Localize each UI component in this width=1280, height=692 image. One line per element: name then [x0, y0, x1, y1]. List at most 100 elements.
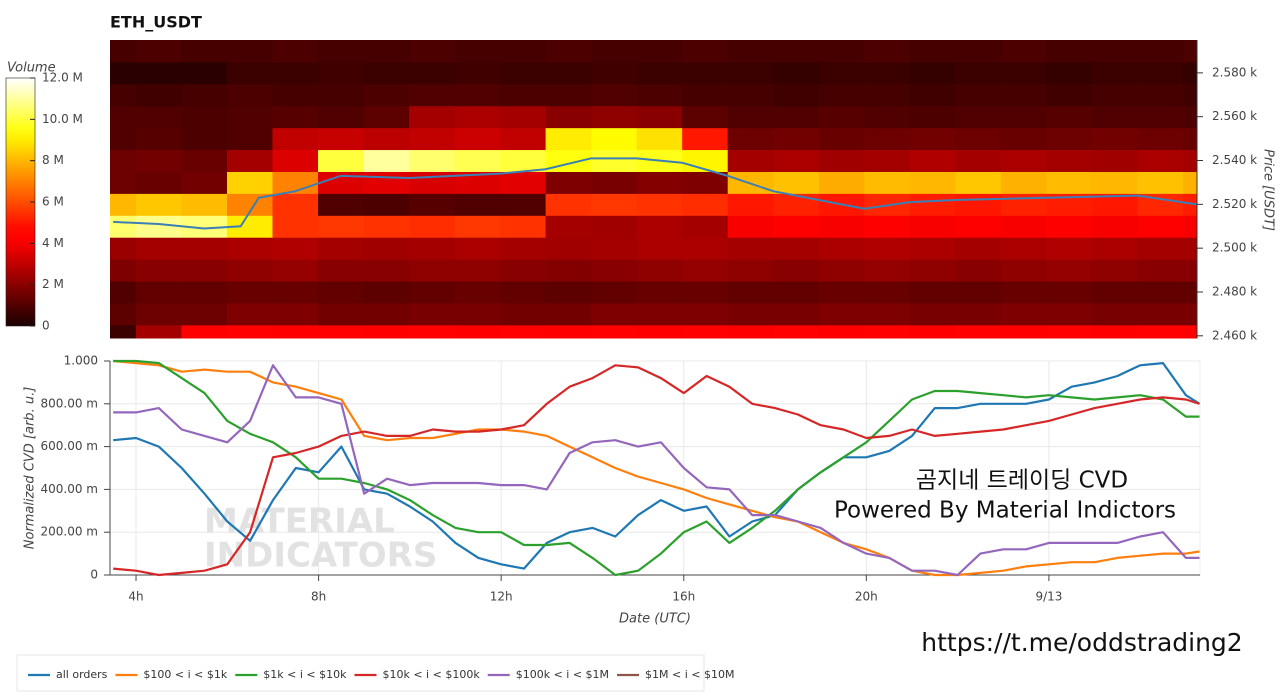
heatmap-cell	[1091, 193, 1138, 216]
heatmap-cell	[181, 61, 228, 85]
heatmap-cell	[1137, 40, 1184, 63]
heatmap-cell	[955, 40, 1002, 63]
heatmap-cell	[135, 61, 182, 85]
heatmap-cell	[181, 127, 228, 151]
heatmap-cell	[818, 40, 865, 63]
heatmap-cell	[955, 302, 1002, 326]
x-tick-label: 8h	[311, 590, 326, 604]
heatmap-cell	[909, 83, 956, 107]
heatmap-cell	[1137, 149, 1184, 172]
heatmap-cell	[591, 83, 638, 107]
heatmap-cell	[545, 281, 592, 304]
heatmap-cell	[545, 302, 592, 326]
heatmap-cell	[135, 171, 182, 194]
footer-link[interactable]: https://t.me/oddstrading2	[921, 628, 1242, 657]
heatmap-cell	[318, 193, 365, 216]
heatmap-cell	[1182, 193, 1198, 216]
heatmap-cell	[773, 302, 820, 326]
heatmap-cell	[1091, 149, 1138, 172]
heatmap-cell	[1182, 105, 1198, 129]
heatmap-cell	[1000, 171, 1047, 194]
heatmap-cell	[110, 83, 137, 107]
heatmap-cell	[226, 281, 274, 304]
heatmap-cell	[636, 171, 683, 194]
heatmap-cell	[1046, 259, 1093, 282]
heatmap-cell	[272, 193, 319, 216]
heatmap-cell	[363, 105, 410, 129]
heatmap-cell	[1000, 324, 1047, 339]
heatmap-cell	[909, 171, 956, 194]
series-line	[113, 364, 1200, 577]
x-tick-label: 4h	[128, 590, 143, 604]
heatmap-cell	[682, 61, 729, 85]
heatmap-cell	[500, 215, 547, 238]
heatmap-cell	[135, 281, 182, 304]
heatmap-cell	[318, 281, 365, 304]
heatmap-cell	[318, 149, 365, 172]
colorbar-tick-label: 12.0 M	[42, 71, 83, 85]
heatmap-cell	[1046, 237, 1093, 260]
heatmap-cell	[110, 237, 137, 260]
heatmap-cell	[864, 83, 911, 107]
price-line	[113, 157, 1197, 230]
heatmap-cell	[591, 193, 638, 216]
heatmap-cell	[226, 171, 274, 194]
heatmap-cell	[636, 237, 683, 260]
heatmap-cell	[110, 215, 137, 238]
y-tick-label: 600.00 m	[41, 439, 99, 453]
y-tick-label: 2.580 k	[1212, 65, 1257, 79]
heatmap-cell	[454, 61, 501, 85]
heatmap-cell	[545, 40, 592, 63]
annotation: Powered By Material Indictors	[834, 498, 1176, 524]
heatmap-cell	[591, 237, 638, 260]
heatmap-cell	[727, 149, 774, 172]
heatmap-cell	[1182, 281, 1198, 304]
heatmap-cell	[727, 193, 774, 216]
series-line	[113, 362, 1201, 570]
heatmap-cell	[1137, 171, 1184, 194]
heatmap-cell	[409, 171, 456, 194]
heatmap-cell	[135, 149, 182, 172]
heatmap-cell	[773, 105, 820, 129]
heatmap-cell	[636, 215, 683, 238]
heatmap-cell	[818, 215, 865, 238]
heatmap-cell	[363, 127, 410, 151]
heatmap-cell	[181, 237, 228, 260]
heatmap-cell	[110, 193, 137, 216]
heatmap-cell	[226, 259, 274, 282]
heatmap-cell	[1137, 215, 1184, 238]
heatmap-cell	[636, 83, 683, 107]
heatmap-cell	[454, 281, 501, 304]
heatmap-cell	[454, 149, 501, 172]
y-tick-label: 400.00 m	[41, 482, 99, 496]
colorbar-tick-label: 10.0 M	[42, 112, 83, 126]
heatmap-cell	[226, 215, 274, 238]
heatmap-cell	[110, 127, 137, 151]
heatmap-cell	[181, 171, 228, 194]
heatmap-cell	[226, 127, 274, 151]
heatmap-cell	[864, 149, 911, 172]
heatmap-cell	[909, 149, 956, 172]
heatmap-cell	[727, 40, 774, 63]
legend-label: $100 < i < $1k	[143, 668, 227, 681]
x-tick-label: 12h	[490, 590, 513, 604]
heatmap-cell	[1046, 149, 1093, 172]
x-tick-label: 9/13	[1035, 590, 1062, 604]
legend-label: all orders	[56, 668, 108, 681]
heatmap-cell	[636, 105, 683, 129]
heatmap-cell	[1091, 215, 1138, 238]
heatmap-cell	[818, 61, 865, 85]
heatmap-cell	[955, 281, 1002, 304]
heatmap-cell	[226, 40, 274, 63]
heatmap-cell	[1046, 215, 1093, 238]
heatmap-cell	[363, 237, 410, 260]
heatmap-cell	[1000, 302, 1047, 326]
heatmap-cell	[1137, 83, 1184, 107]
heatmap-cell	[363, 61, 410, 85]
heatmap-cell	[272, 237, 319, 260]
heatmap-cell	[864, 215, 911, 238]
heatmap-cell	[1091, 237, 1138, 260]
heatmap-cell	[181, 40, 228, 63]
heatmap-cell	[1046, 61, 1093, 85]
